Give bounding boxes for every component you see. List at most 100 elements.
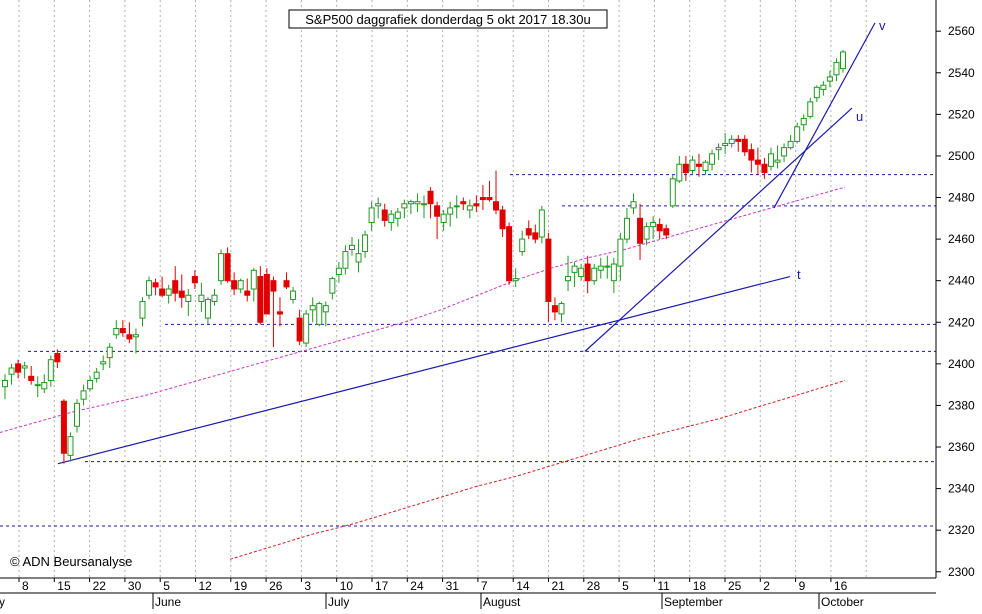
candle-body	[650, 221, 657, 228]
candle-body	[257, 276, 264, 323]
candle-body	[794, 126, 801, 142]
x-tick-label: 31	[446, 579, 460, 593]
y-tick-label: 2380	[948, 398, 975, 412]
x-tick-label: 15	[57, 579, 71, 593]
x-tick-label: 8	[22, 579, 29, 593]
x-tick-label: 24	[410, 579, 424, 593]
candle-body	[276, 311, 283, 315]
candle-body	[139, 300, 146, 319]
candle-body	[584, 263, 591, 282]
candle-body	[800, 118, 807, 126]
x-tick-label: 18	[693, 579, 707, 593]
candle-body	[119, 328, 126, 334]
candle-body	[506, 226, 513, 282]
candle-body	[290, 290, 297, 300]
candle-body	[663, 228, 670, 236]
month-label: October	[821, 595, 864, 609]
x-tick-label: 26	[269, 579, 283, 593]
candle-body	[434, 205, 441, 217]
candle-body	[375, 203, 382, 207]
candle-body	[401, 203, 408, 209]
x-tick-label: 3	[304, 579, 311, 593]
copyright-label: © ADN Beursanalyse	[10, 554, 132, 569]
y-tick-label: 2500	[948, 149, 975, 163]
candle-body	[414, 201, 421, 205]
x-tick-label: 28	[587, 579, 601, 593]
candle-body	[695, 163, 702, 167]
y-tick-label: 2340	[948, 482, 975, 496]
candle-body	[728, 138, 735, 144]
candle-body	[159, 288, 166, 296]
y-tick-label: 2360	[948, 440, 975, 454]
candle-body	[519, 238, 526, 253]
y-tick-label: 2560	[948, 24, 975, 38]
candle-body	[28, 375, 35, 381]
trendline-t	[57, 275, 791, 465]
candle-body	[407, 201, 414, 205]
candle-body	[689, 159, 696, 171]
candle-body	[761, 163, 768, 174]
candle-body	[335, 267, 342, 275]
candle-body	[152, 282, 159, 288]
candle-body	[538, 209, 545, 238]
text-labels: S&P500 daggrafiek donderdag 5 okt 2017 1…	[0, 9, 608, 609]
candle-body	[296, 317, 303, 342]
chart-title: S&P500 daggrafiek donderdag 5 okt 2017 1…	[305, 12, 591, 27]
candle-body	[453, 205, 460, 208]
x-tick-label: 5	[622, 579, 629, 593]
candle-body	[100, 361, 107, 365]
candle-body	[787, 140, 794, 149]
candle-body	[479, 197, 486, 201]
candle-body	[21, 365, 28, 369]
y-tick-label: 2300	[948, 565, 975, 579]
trendline-label-t: t	[797, 267, 801, 282]
candle-body	[34, 384, 41, 387]
candle-body	[565, 276, 572, 282]
candle-body	[591, 267, 598, 282]
candle-body	[512, 278, 519, 282]
x-tick-label: 22	[93, 579, 107, 593]
moving-average-long-line	[229, 380, 846, 560]
y-tick-label: 2460	[948, 232, 975, 246]
candle-body	[486, 197, 493, 201]
y-tick-label: 2480	[948, 191, 975, 205]
month-label: June	[155, 595, 181, 609]
candle-body	[191, 276, 198, 284]
candle-body	[204, 298, 211, 319]
trendline-v	[773, 22, 876, 209]
candle-body	[499, 209, 506, 230]
title-box	[288, 9, 608, 29]
y-tick-label: 2540	[948, 66, 975, 80]
candle-body	[545, 238, 552, 302]
candle-body	[735, 138, 742, 142]
x-tick-label: 12	[199, 579, 213, 593]
candle-body	[427, 190, 434, 205]
x-tick-label: 11	[657, 579, 670, 593]
candle-body	[466, 205, 473, 211]
y-tick-label: 2320	[948, 523, 975, 537]
month-label: August	[483, 595, 521, 609]
candle-body	[748, 149, 755, 161]
candle-body	[807, 101, 814, 117]
candle-body	[87, 379, 94, 390]
trendline-u	[584, 107, 853, 352]
candle-body	[813, 86, 820, 99]
candle-body	[440, 213, 447, 223]
x-tick-label: 16	[834, 579, 848, 593]
y-tick-label: 2400	[948, 357, 975, 371]
candle-body	[15, 363, 22, 373]
candle-body	[67, 436, 74, 456]
moving-average-short-line	[0, 186, 846, 433]
candle-body	[283, 280, 290, 288]
y-tick-label: 2440	[948, 274, 975, 288]
candle-body	[348, 244, 355, 250]
candle-body	[617, 238, 624, 267]
candle-body	[329, 278, 336, 294]
candle-body	[637, 217, 644, 244]
x-tick-label: 7	[481, 579, 488, 593]
candle-body	[571, 265, 578, 273]
candle-body	[741, 138, 748, 153]
candle-body	[623, 217, 630, 240]
candle-body	[525, 228, 532, 236]
candle-body	[224, 253, 231, 282]
